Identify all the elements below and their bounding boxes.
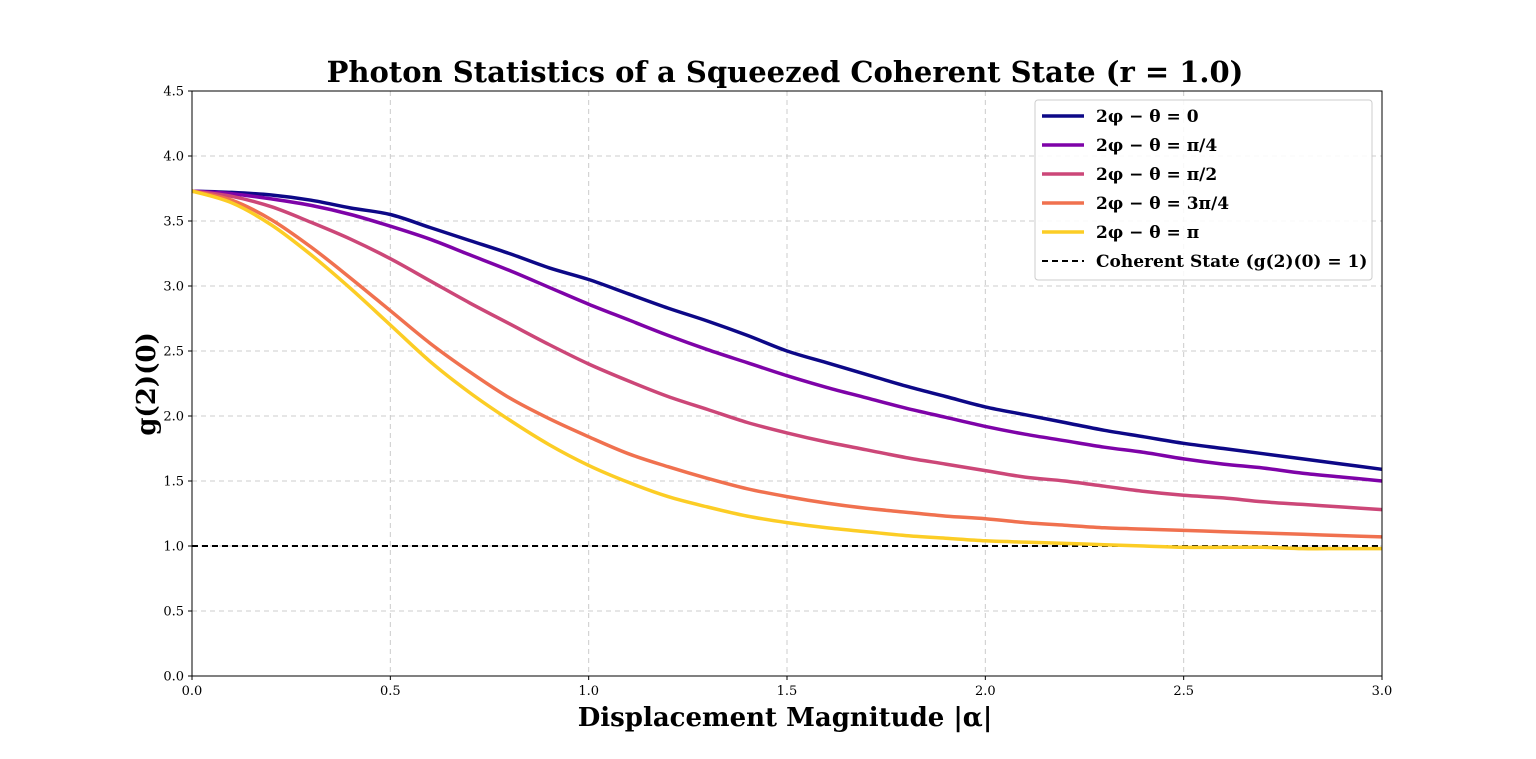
- y-tick-label: 0.5: [163, 605, 184, 620]
- x-tick-label: 2.5: [1173, 684, 1194, 699]
- legend-label-1: 2φ − θ = π/4: [1096, 136, 1217, 156]
- y-tick-label: 2.5: [163, 345, 184, 360]
- y-axis-ticks: 0.0 0.5 1.0 1.5 2.0 2.5 3.0 3.5 4.0 4.5: [163, 85, 192, 685]
- y-tick-label: 4.5: [163, 85, 184, 100]
- series-layer: [191, 189, 1383, 551]
- series-line-4: [191, 189, 1382, 551]
- y-tick-label: 1.5: [163, 475, 184, 490]
- series-line-0: [191, 189, 1383, 472]
- chart-title: Photon Statistics of a Squeezed Coherent…: [327, 55, 1244, 89]
- x-tick-label: 0.5: [380, 684, 401, 699]
- x-tick-label: 2.0: [975, 684, 996, 699]
- y-tick-label: 1.0: [163, 540, 184, 555]
- x-tick-label: 1.0: [578, 684, 599, 699]
- x-tick-label: 0.0: [182, 684, 203, 699]
- y-tick-label: 4.0: [163, 150, 184, 165]
- y-tick-label: 2.0: [163, 410, 184, 425]
- legend-label-4: 2φ − θ = π: [1096, 223, 1199, 243]
- x-tick-label: 3.0: [1372, 684, 1393, 699]
- y-tick-label: 3.0: [163, 280, 184, 295]
- x-tick-label: 1.5: [777, 684, 798, 699]
- x-axis-label: Displacement Magnitude |α|: [578, 703, 993, 733]
- legend-label-3: 2φ − θ = 3π/4: [1096, 194, 1229, 214]
- legend-label-0: 2φ − θ = 0: [1096, 107, 1199, 127]
- y-tick-label: 0.0: [163, 670, 184, 685]
- x-axis-ticks: 0.0 0.5 1.0 1.5 2.0 2.5 3.0: [182, 676, 1393, 699]
- legend-box: [1034, 99, 1373, 281]
- series-line-1: [191, 189, 1383, 483]
- y-axis-label: g(2)(0): [132, 332, 162, 436]
- legend-label-2: 2φ − θ = π/2: [1096, 165, 1217, 185]
- series-line-3: [191, 189, 1383, 539]
- y-tick-label: 3.5: [163, 215, 184, 230]
- legend-label-5: Coherent State (g(2)(0) = 1): [1096, 252, 1367, 272]
- legend: 2φ − θ = 0 2φ − θ = π/4 2φ − θ = π/2 2φ − θ…: [1034, 99, 1373, 281]
- series-line-2: [191, 189, 1383, 512]
